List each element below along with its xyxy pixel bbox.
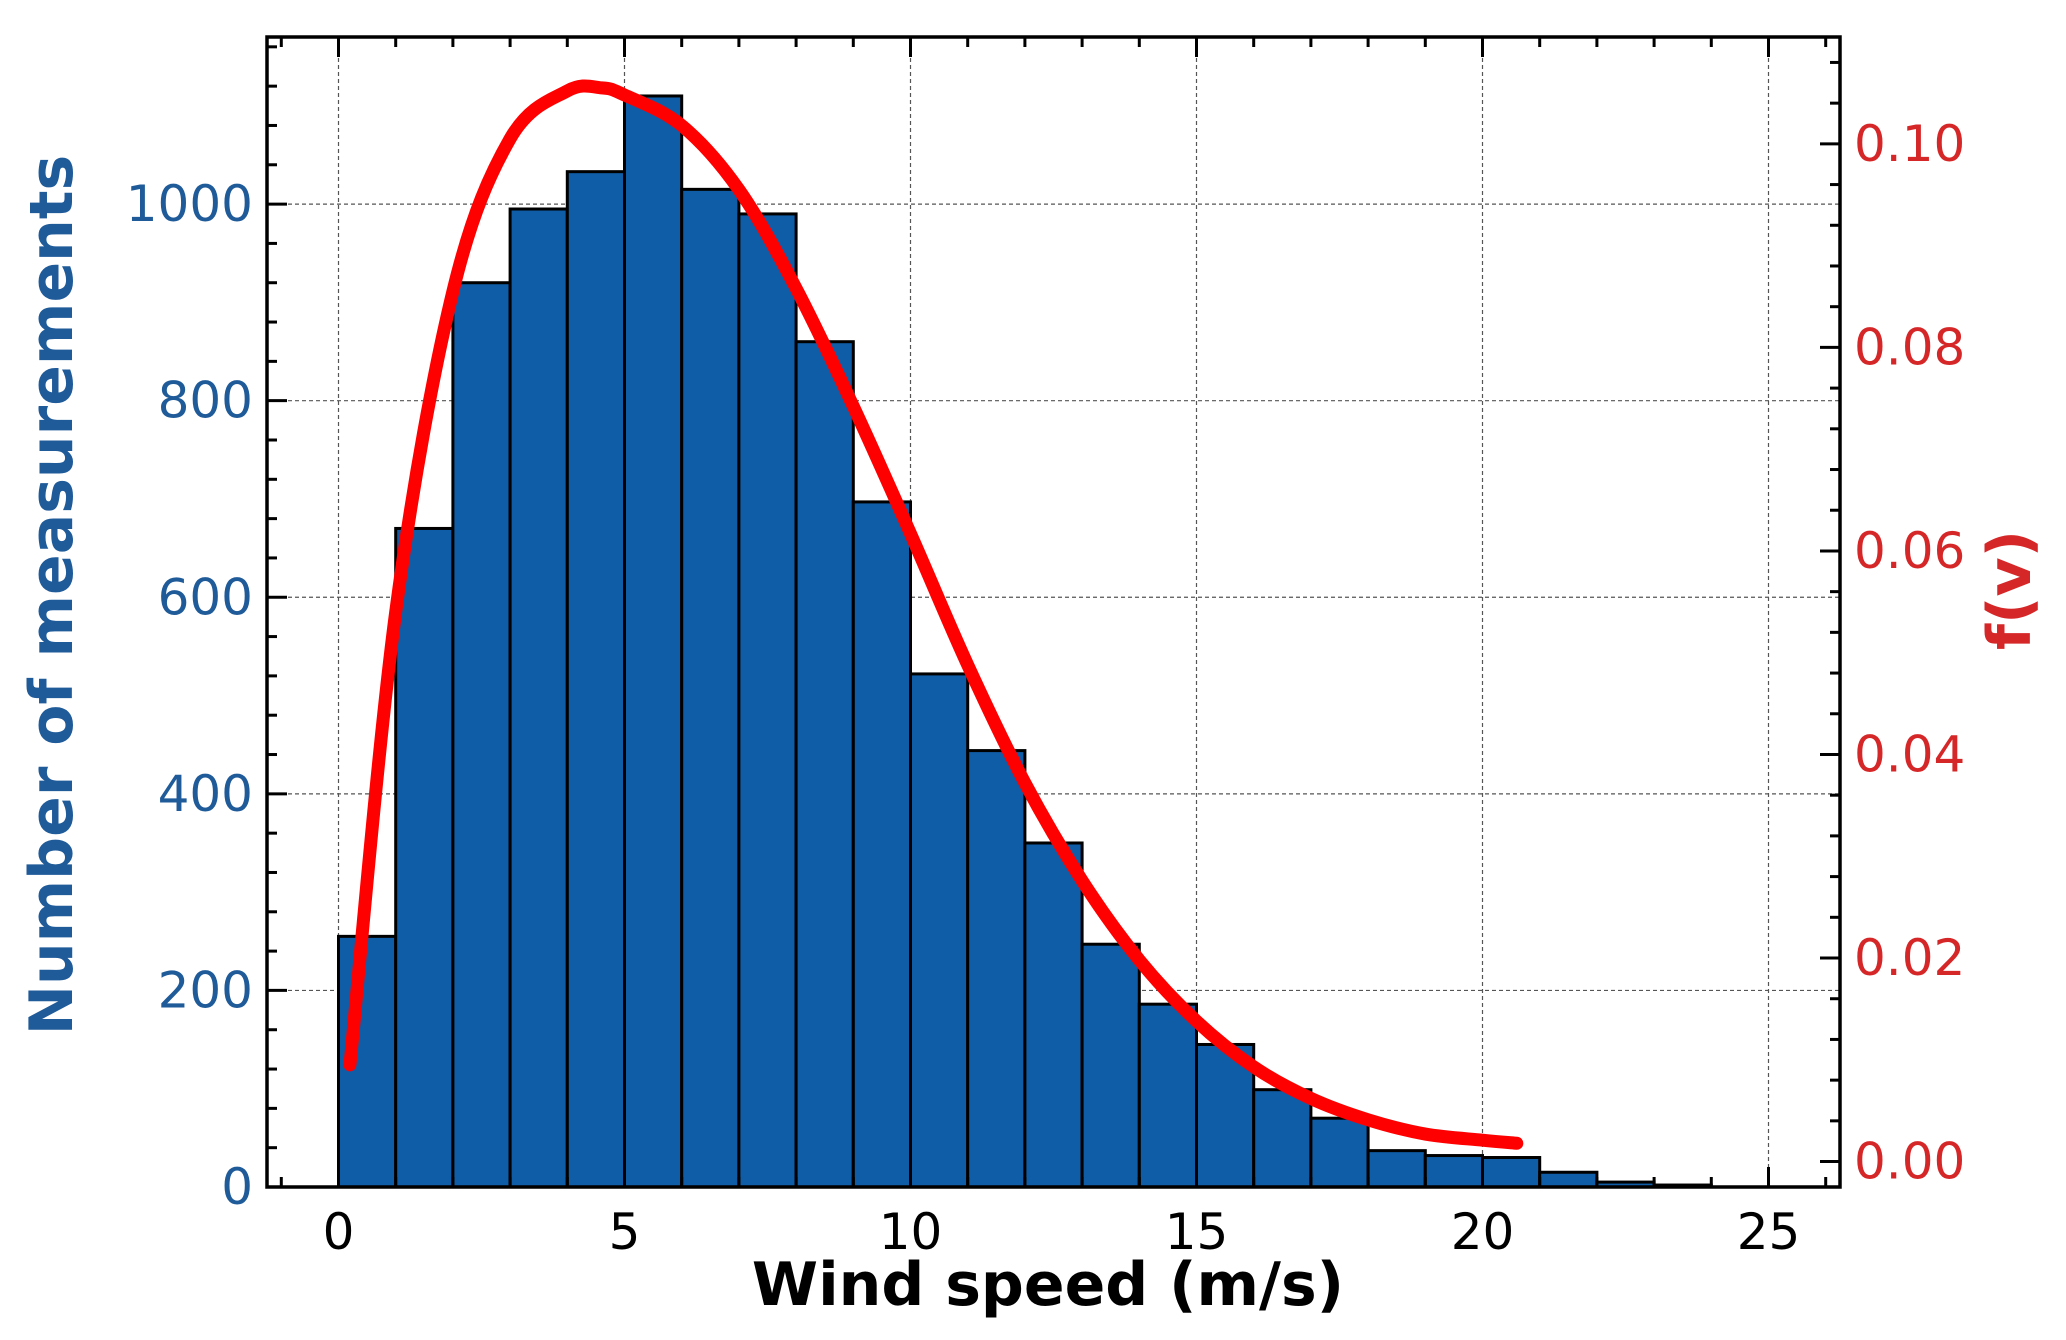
histogram-bar [1366,1149,1427,1189]
x-tick-label: 20 [1451,1203,1515,1261]
histogram-bar [851,500,912,1189]
y-right-tick-label: 0.00 [1854,1133,1965,1191]
plot-frame [265,35,1842,1189]
x-tick-label: 25 [1737,1203,1801,1261]
x-axis-title: Wind speed (m/s) [752,1250,1344,1320]
histogram-bar [1481,1156,1542,1189]
tick-labels: 0 5 10 15 20 25 0 200 400 600 800 1000 0.00 0.02 0.04 0… [126,115,1966,1261]
histogram-bar [451,281,512,1189]
y-axis-left-title: Number of measurements [17,155,87,1036]
y-right-tick-label: 0.04 [1854,725,1965,783]
y-left-tick-label: 200 [158,961,253,1019]
x-tick-label: 0 [323,1203,355,1261]
histogram-bar [1423,1154,1485,1189]
y-left-tick-label: 600 [158,568,253,626]
histogram-bar [1252,1088,1313,1189]
histogram-bar [508,207,569,1189]
histogram-bar [623,94,684,1189]
histogram-bar [1080,942,1141,1189]
pdf-curve-layer [343,79,1524,1150]
y-right-tick-label: 0.10 [1854,115,1965,173]
histogram-bar [794,340,855,1189]
y-left-tick-label: 0 [221,1158,253,1216]
tick-marks [267,37,1840,1189]
histogram-bar [1538,1170,1599,1189]
x-tick-label: 10 [879,1203,943,1261]
pdf-curve [343,79,1524,1150]
histogram-bar [394,526,455,1189]
histogram-bar [909,672,970,1189]
histogram-bars [337,94,1713,1189]
y-left-tick-label: 1000 [126,175,253,233]
histogram-bar [565,170,626,1189]
y-axis-right-title: f(v) [1975,530,2045,650]
x-tick-label: 15 [1165,1203,1229,1261]
y-right-tick-label: 0.02 [1854,929,1965,987]
histogram-bar [966,749,1027,1189]
histogram-bar [737,212,798,1189]
histogram-bar [1137,1002,1199,1189]
y-right-tick-label: 0.06 [1854,522,1965,580]
plot-border [265,35,1842,1189]
y-left-tick-label: 800 [158,372,253,430]
y-left-tick-label: 400 [158,765,253,823]
histogram-bar [1309,1116,1370,1189]
y-right-tick-label: 0.08 [1854,318,1965,376]
x-tick-label: 5 [609,1203,641,1261]
histogram-bar [680,187,741,1189]
histogram-bar [1023,841,1084,1189]
